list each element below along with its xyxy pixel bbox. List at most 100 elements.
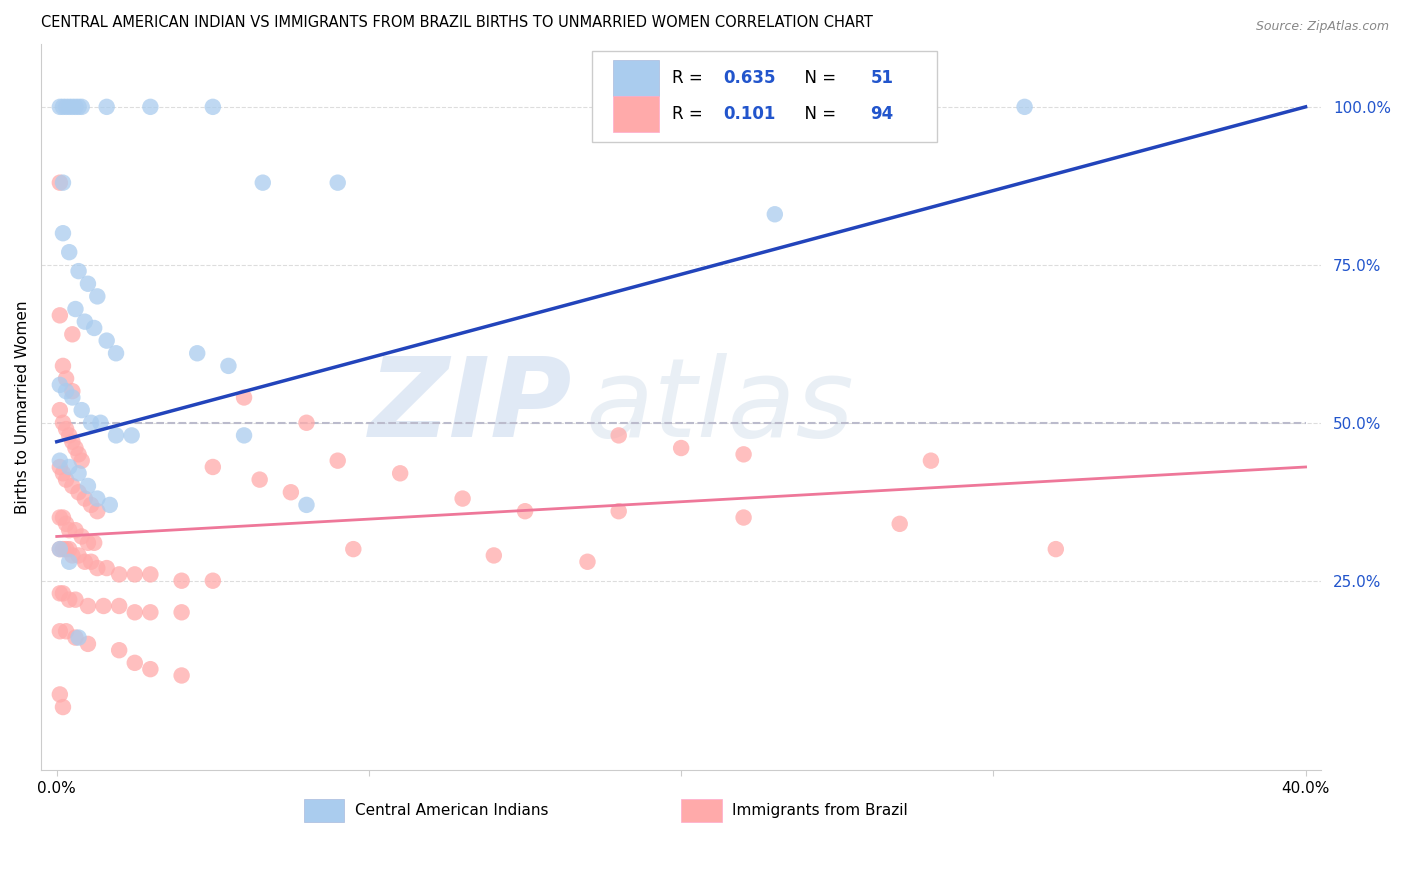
Point <box>49 309 72 323</box>
Point <box>60 434 83 449</box>
Text: Source: ZipAtlas.com: Source: ZipAtlas.com <box>1256 20 1389 33</box>
Point <box>52 467 75 481</box>
Point <box>217 359 239 373</box>
Point <box>889 516 911 531</box>
Point <box>60 479 83 493</box>
Point <box>77 599 100 613</box>
Point <box>70 100 93 114</box>
Point <box>124 605 146 619</box>
Point <box>139 605 162 619</box>
Point <box>1014 100 1036 114</box>
Point <box>607 504 630 518</box>
Point <box>451 491 474 506</box>
Point <box>77 479 100 493</box>
Point <box>233 391 256 405</box>
Point <box>513 504 536 518</box>
Point <box>58 428 80 442</box>
Point <box>55 384 77 399</box>
Point <box>70 453 93 467</box>
Point <box>60 327 83 342</box>
Point <box>49 510 72 524</box>
Point <box>124 567 146 582</box>
Point <box>55 422 77 436</box>
Point <box>733 447 755 461</box>
Point <box>49 542 72 557</box>
Point <box>70 529 93 543</box>
Point <box>170 574 193 588</box>
Point <box>65 441 87 455</box>
Point <box>60 100 83 114</box>
Point <box>52 100 75 114</box>
Bar <box>304 798 344 822</box>
Point <box>389 467 412 481</box>
Point <box>58 460 80 475</box>
Point <box>73 555 96 569</box>
Point <box>49 176 72 190</box>
Point <box>77 277 100 291</box>
Y-axis label: Births to Unmarried Women: Births to Unmarried Women <box>15 301 30 514</box>
Point <box>170 605 193 619</box>
Point <box>482 549 505 563</box>
Point <box>252 176 274 190</box>
Text: 0.635: 0.635 <box>724 69 776 87</box>
Point <box>249 473 271 487</box>
Point <box>49 403 72 417</box>
Point <box>52 586 75 600</box>
Point <box>55 624 77 639</box>
Point <box>58 542 80 557</box>
Point <box>326 176 349 190</box>
Point <box>342 542 364 557</box>
Text: R =: R = <box>672 69 709 87</box>
FancyBboxPatch shape <box>592 51 938 142</box>
Point <box>96 100 118 114</box>
Text: R =: R = <box>672 105 709 123</box>
Point <box>60 549 83 563</box>
Point <box>60 384 83 399</box>
Point <box>65 592 87 607</box>
Point <box>49 586 72 600</box>
Point <box>49 688 72 702</box>
Text: N =: N = <box>794 69 841 87</box>
Text: Central American Indians: Central American Indians <box>354 803 548 818</box>
Point <box>280 485 302 500</box>
Point <box>49 453 72 467</box>
Point <box>669 441 692 455</box>
Point <box>55 100 77 114</box>
Point <box>139 100 162 114</box>
Point <box>170 668 193 682</box>
Point <box>105 346 128 360</box>
Text: ZIP: ZIP <box>368 353 572 460</box>
Text: 51: 51 <box>870 69 894 87</box>
Text: 0.101: 0.101 <box>724 105 776 123</box>
Point <box>52 359 75 373</box>
Point <box>67 264 90 278</box>
Point <box>80 555 103 569</box>
Point <box>83 536 105 550</box>
Point <box>733 510 755 524</box>
Point <box>77 536 100 550</box>
Point <box>52 226 75 240</box>
Point <box>108 643 131 657</box>
Point <box>93 599 115 613</box>
Point <box>86 491 108 506</box>
Point <box>58 523 80 537</box>
Point <box>295 416 318 430</box>
Point <box>86 504 108 518</box>
Point <box>49 624 72 639</box>
Text: CENTRAL AMERICAN INDIAN VS IMMIGRANTS FROM BRAZIL BIRTHS TO UNMARRIED WOMEN CORR: CENTRAL AMERICAN INDIAN VS IMMIGRANTS FR… <box>41 15 873 30</box>
Point <box>77 637 100 651</box>
Point <box>67 485 90 500</box>
Point <box>139 567 162 582</box>
Point <box>55 542 77 557</box>
Point <box>49 460 72 475</box>
Point <box>105 428 128 442</box>
Point <box>201 100 224 114</box>
Point <box>576 555 599 569</box>
Text: atlas: atlas <box>585 353 853 460</box>
Point <box>65 100 87 114</box>
Point <box>89 416 111 430</box>
Point <box>889 100 911 114</box>
Point <box>83 321 105 335</box>
Point <box>52 176 75 190</box>
Point <box>108 567 131 582</box>
